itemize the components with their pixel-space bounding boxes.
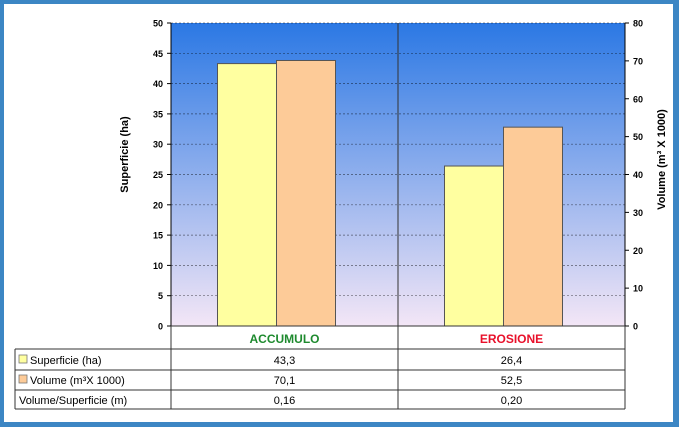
left-tick-label: 50 bbox=[153, 19, 163, 29]
table-cell-value: 0,20 bbox=[501, 395, 522, 407]
table-cell-value: 70,1 bbox=[274, 375, 295, 387]
right-tick-label: 40 bbox=[633, 170, 643, 180]
left-tick-label: 30 bbox=[153, 140, 163, 150]
table-cell-value: 0,16 bbox=[274, 395, 295, 407]
right-tick-label: 50 bbox=[633, 132, 643, 142]
bar-chart: 0 5 10 15 20 25 30 35 40 45 50 0 10 20 30 40 50 60 70 80 Sup… bbox=[14, 19, 668, 410]
right-tick-label: 60 bbox=[633, 94, 643, 104]
right-tick-label: 10 bbox=[633, 284, 643, 294]
right-axis-title: Volume (m³ X 1000) bbox=[656, 109, 668, 210]
left-tick-label: 5 bbox=[158, 291, 163, 301]
left-tick-label: 40 bbox=[153, 79, 163, 89]
category-label-erosione: EROSIONE bbox=[480, 332, 543, 346]
left-tick-label: 0 bbox=[158, 322, 163, 332]
table-cell-value: 43,3 bbox=[274, 355, 295, 367]
table-cell-value: 26,4 bbox=[501, 355, 522, 367]
right-tick-label: 80 bbox=[633, 19, 643, 29]
left-axis-title: Superficie (ha) bbox=[119, 116, 131, 193]
left-tick-label: 35 bbox=[153, 109, 163, 119]
legend-swatch bbox=[18, 374, 28, 384]
table-row-label: Superficie (ha) bbox=[30, 355, 102, 367]
left-tick-label: 10 bbox=[153, 261, 163, 271]
chart-frame: 0 5 10 15 20 25 30 35 40 45 50 0 10 20 30 40 50 60 70 80 Sup… bbox=[4, 4, 673, 422]
table-row-label: Volume (m³X 1000) bbox=[30, 375, 125, 387]
bar-volume-erosione bbox=[503, 126, 563, 327]
left-tick-label: 45 bbox=[153, 49, 163, 59]
right-tick-label: 0 bbox=[633, 322, 638, 332]
table-row-label: Volume/Superficie (m) bbox=[19, 395, 127, 407]
left-tick-label: 20 bbox=[153, 200, 163, 210]
data-table: ACCUMULO EROSIONE Superficie (ha) 43,3 26,4 V… bbox=[14, 325, 626, 410]
category-label-accumulo: ACCUMULO bbox=[250, 332, 320, 346]
right-tick-label: 70 bbox=[633, 56, 643, 66]
axes: 0 5 10 15 20 25 30 35 40 45 50 0 10 20 30 40 50 60 70 80 Sup… bbox=[119, 19, 668, 332]
left-tick-label: 25 bbox=[153, 170, 163, 180]
left-tick-label: 15 bbox=[153, 231, 163, 241]
right-tick-label: 30 bbox=[633, 208, 643, 218]
bar-superficie-erosione bbox=[444, 165, 504, 327]
table-cell-value: 52,5 bbox=[501, 375, 522, 387]
bar-volume-accumulo bbox=[276, 59, 336, 327]
right-tick-label: 20 bbox=[633, 246, 643, 256]
legend-swatch bbox=[18, 354, 28, 364]
bar-superficie-accumulo bbox=[217, 63, 277, 327]
